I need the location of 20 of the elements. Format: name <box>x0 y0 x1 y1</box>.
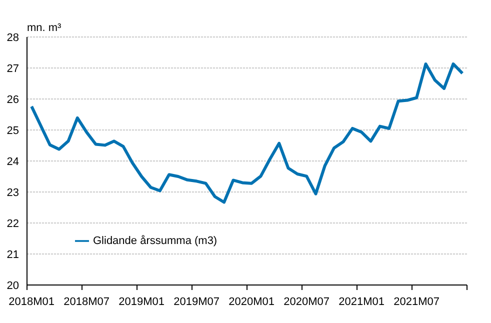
y-axis-title: mn. m³ <box>27 22 62 34</box>
x-tick-label: 2019M01 <box>118 296 165 308</box>
x-tick-label: 2020M01 <box>228 296 275 308</box>
y-tick-label: 22 <box>6 218 19 230</box>
y-tick-label: 28 <box>6 32 19 44</box>
line-series <box>30 62 464 204</box>
y-tick-label: 27 <box>6 62 19 75</box>
legend-label: Glidande årssumma (m3) <box>93 234 218 247</box>
y-tick-label: 26 <box>6 94 19 106</box>
y-tick-label: 20 <box>6 280 19 292</box>
y-tick-label: 24 <box>6 156 19 168</box>
y-tick-label: 23 <box>6 186 19 199</box>
x-tick-label: 2018M07 <box>64 296 110 308</box>
x-tick-label: 2021M01 <box>338 296 385 308</box>
y-tick-label: 25 <box>6 124 19 137</box>
x-tick-label: 2019M07 <box>174 296 220 308</box>
x-tick-label: 2018M01 <box>8 296 55 308</box>
x-tick-label: 2020M07 <box>284 296 330 308</box>
x-tick-label: 2021M07 <box>394 296 440 308</box>
y-tick-label: 21 <box>6 248 19 261</box>
